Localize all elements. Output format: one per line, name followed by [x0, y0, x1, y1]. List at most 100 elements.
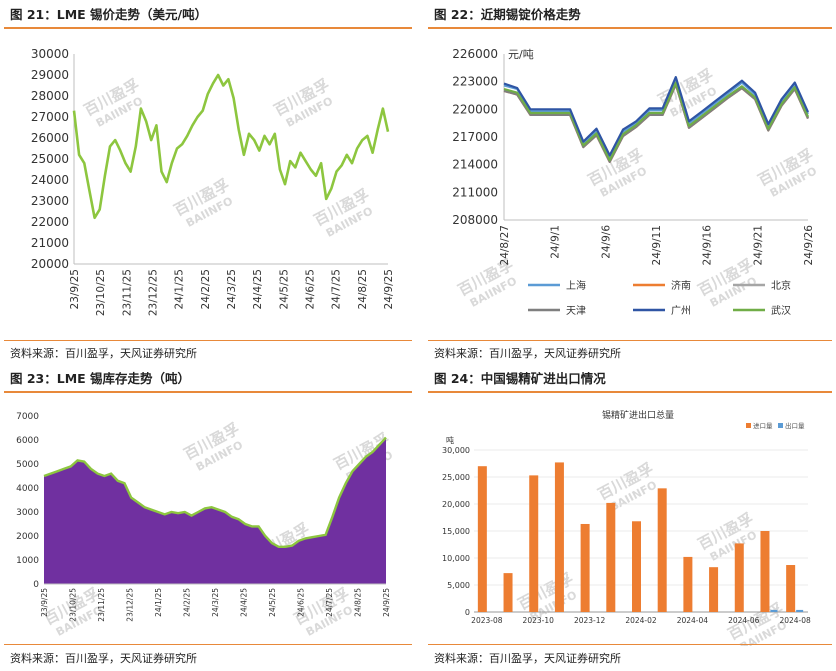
- y-tick-label: 30000: [31, 47, 69, 61]
- x-tick-label: 23/11/25: [121, 269, 133, 316]
- y-tick-label: 223000: [452, 75, 498, 89]
- x-tick-label: 24/9/1: [550, 225, 562, 259]
- y-tick-label: 23000: [31, 194, 69, 208]
- import-bar: [554, 462, 564, 612]
- source-divider: [4, 340, 412, 341]
- x-tick-label: 24/7/25: [331, 269, 343, 309]
- y-tick-label: 28000: [31, 89, 69, 103]
- y-unit-label: 元/吨: [508, 48, 534, 61]
- x-tick-label: 24/7/25: [325, 588, 334, 617]
- legend-label: 北京: [771, 279, 791, 292]
- x-tick-label: 24/5/25: [278, 269, 290, 309]
- import-bar: [683, 556, 693, 612]
- x-tick-label: 24/8/27: [499, 225, 511, 265]
- y-tick-label: 20000: [31, 257, 69, 271]
- x-tick-label: 24/2/25: [200, 269, 212, 309]
- y-tick-label: 20,000: [442, 500, 470, 509]
- x-tick-label: 24/3/25: [211, 588, 220, 617]
- y-tick-label: 24000: [31, 173, 69, 187]
- source-note: 资料来源：百川盈孚，天风证券研究所: [434, 347, 621, 360]
- source-divider: [4, 644, 412, 645]
- x-tick-label: 23/9/25: [69, 269, 81, 309]
- y-tick-label: 0: [465, 608, 470, 617]
- x-tick-label: 2023-08: [471, 616, 503, 625]
- x-tick-label: 24/9/25: [382, 588, 391, 617]
- x-tick-label: 24/8/25: [357, 269, 369, 309]
- panel-tin-ingot-price: 图 22：近期锡锭价格走势 百川盈孚 BAIINFO 百川盈孚 BAIINFO 百川盈孚…: [428, 4, 832, 364]
- y-tick-label: 3000: [16, 508, 39, 518]
- y-tick-label: 15,000: [442, 527, 470, 536]
- x-tick-label: 23/12/25: [148, 269, 160, 316]
- chart-title: 锡精矿进出口总量: [602, 409, 674, 421]
- x-tick-label: 2023-12: [574, 616, 606, 625]
- x-tick-label: 24/9/25: [383, 269, 395, 309]
- legend-label: 进口量: [753, 422, 773, 430]
- export-bar: [770, 609, 778, 612]
- panel-title: 图 22：近期锡锭价格走势: [434, 7, 581, 22]
- source-note: 资料来源：百川盈孚，天风证券研究所: [434, 652, 621, 665]
- x-tick-label: 24/9/26: [803, 225, 815, 266]
- y-tick-label: 22000: [31, 215, 69, 229]
- x-tick-label: 24/1/25: [174, 269, 186, 309]
- legend-label: 广州: [671, 305, 691, 317]
- y-unit-label: 吨: [446, 435, 454, 445]
- panel-lme-tin-price: 图 21：LME 锡价走势（美元/吨） 百川盈孚 BAIINFO 百川盈孚 BAIIN…: [4, 4, 412, 364]
- x-tick-label: 2024-08: [779, 616, 811, 625]
- y-tick-label: 226000: [452, 47, 498, 61]
- x-tick-label: 23/9/25: [40, 588, 49, 617]
- x-tick-label: 2024-06: [728, 616, 760, 625]
- price-line: [72, 73, 390, 220]
- y-tick-label: 220000: [452, 102, 498, 116]
- x-tick-label: 24/9/16: [702, 225, 714, 266]
- import-bar: [709, 567, 719, 612]
- legend-label: 济南: [671, 279, 691, 292]
- series-line: [503, 81, 810, 162]
- y-tick-label: 29000: [31, 68, 69, 82]
- title-divider: [428, 27, 832, 29]
- import-bar: [786, 565, 796, 612]
- x-tick-label: 24/3/25: [226, 269, 238, 309]
- x-tick-label: 24/4/25: [252, 269, 264, 309]
- y-tick-label: 10,000: [442, 554, 470, 563]
- legend-swatch: [746, 423, 751, 428]
- import-bar: [632, 521, 641, 612]
- series-line: [503, 75, 810, 157]
- panel-title: 图 21：LME 锡价走势（美元/吨）: [10, 7, 208, 22]
- legend-label: 天津: [566, 305, 586, 317]
- import-bar: [657, 488, 667, 612]
- y-tick-label: 217000: [452, 130, 498, 144]
- y-tick-label: 25000: [31, 152, 69, 166]
- y-tick-label: 2000: [16, 532, 39, 542]
- legend-label: 出口量: [785, 421, 805, 430]
- source-divider: [428, 340, 832, 341]
- source-note: 资料来源：百川盈孚，天风证券研究所: [10, 347, 197, 360]
- inventory-line: [43, 436, 387, 549]
- inventory-area: [44, 437, 386, 584]
- title-divider: [4, 27, 412, 29]
- x-tick-label: 24/2/25: [183, 588, 192, 617]
- title-divider: [4, 391, 412, 393]
- y-tick-label: 25,000: [442, 473, 470, 482]
- x-tick-label: 2024-02: [625, 616, 657, 625]
- legend-label: 上海: [566, 279, 586, 292]
- x-tick-label: 24/8/25: [354, 588, 363, 617]
- source-divider: [428, 644, 832, 645]
- import-bar: [529, 475, 539, 612]
- import-bar: [734, 543, 744, 612]
- x-tick-label: 23/10/25: [69, 588, 78, 622]
- x-tick-label: 23/12/25: [126, 588, 135, 622]
- import-bar: [606, 502, 616, 612]
- x-tick-label: 23/10/25: [95, 269, 107, 316]
- y-tick-label: 208000: [452, 213, 498, 227]
- import-bar: [760, 531, 770, 612]
- y-tick-label: 21000: [31, 236, 69, 250]
- y-tick-label: 27000: [31, 110, 69, 124]
